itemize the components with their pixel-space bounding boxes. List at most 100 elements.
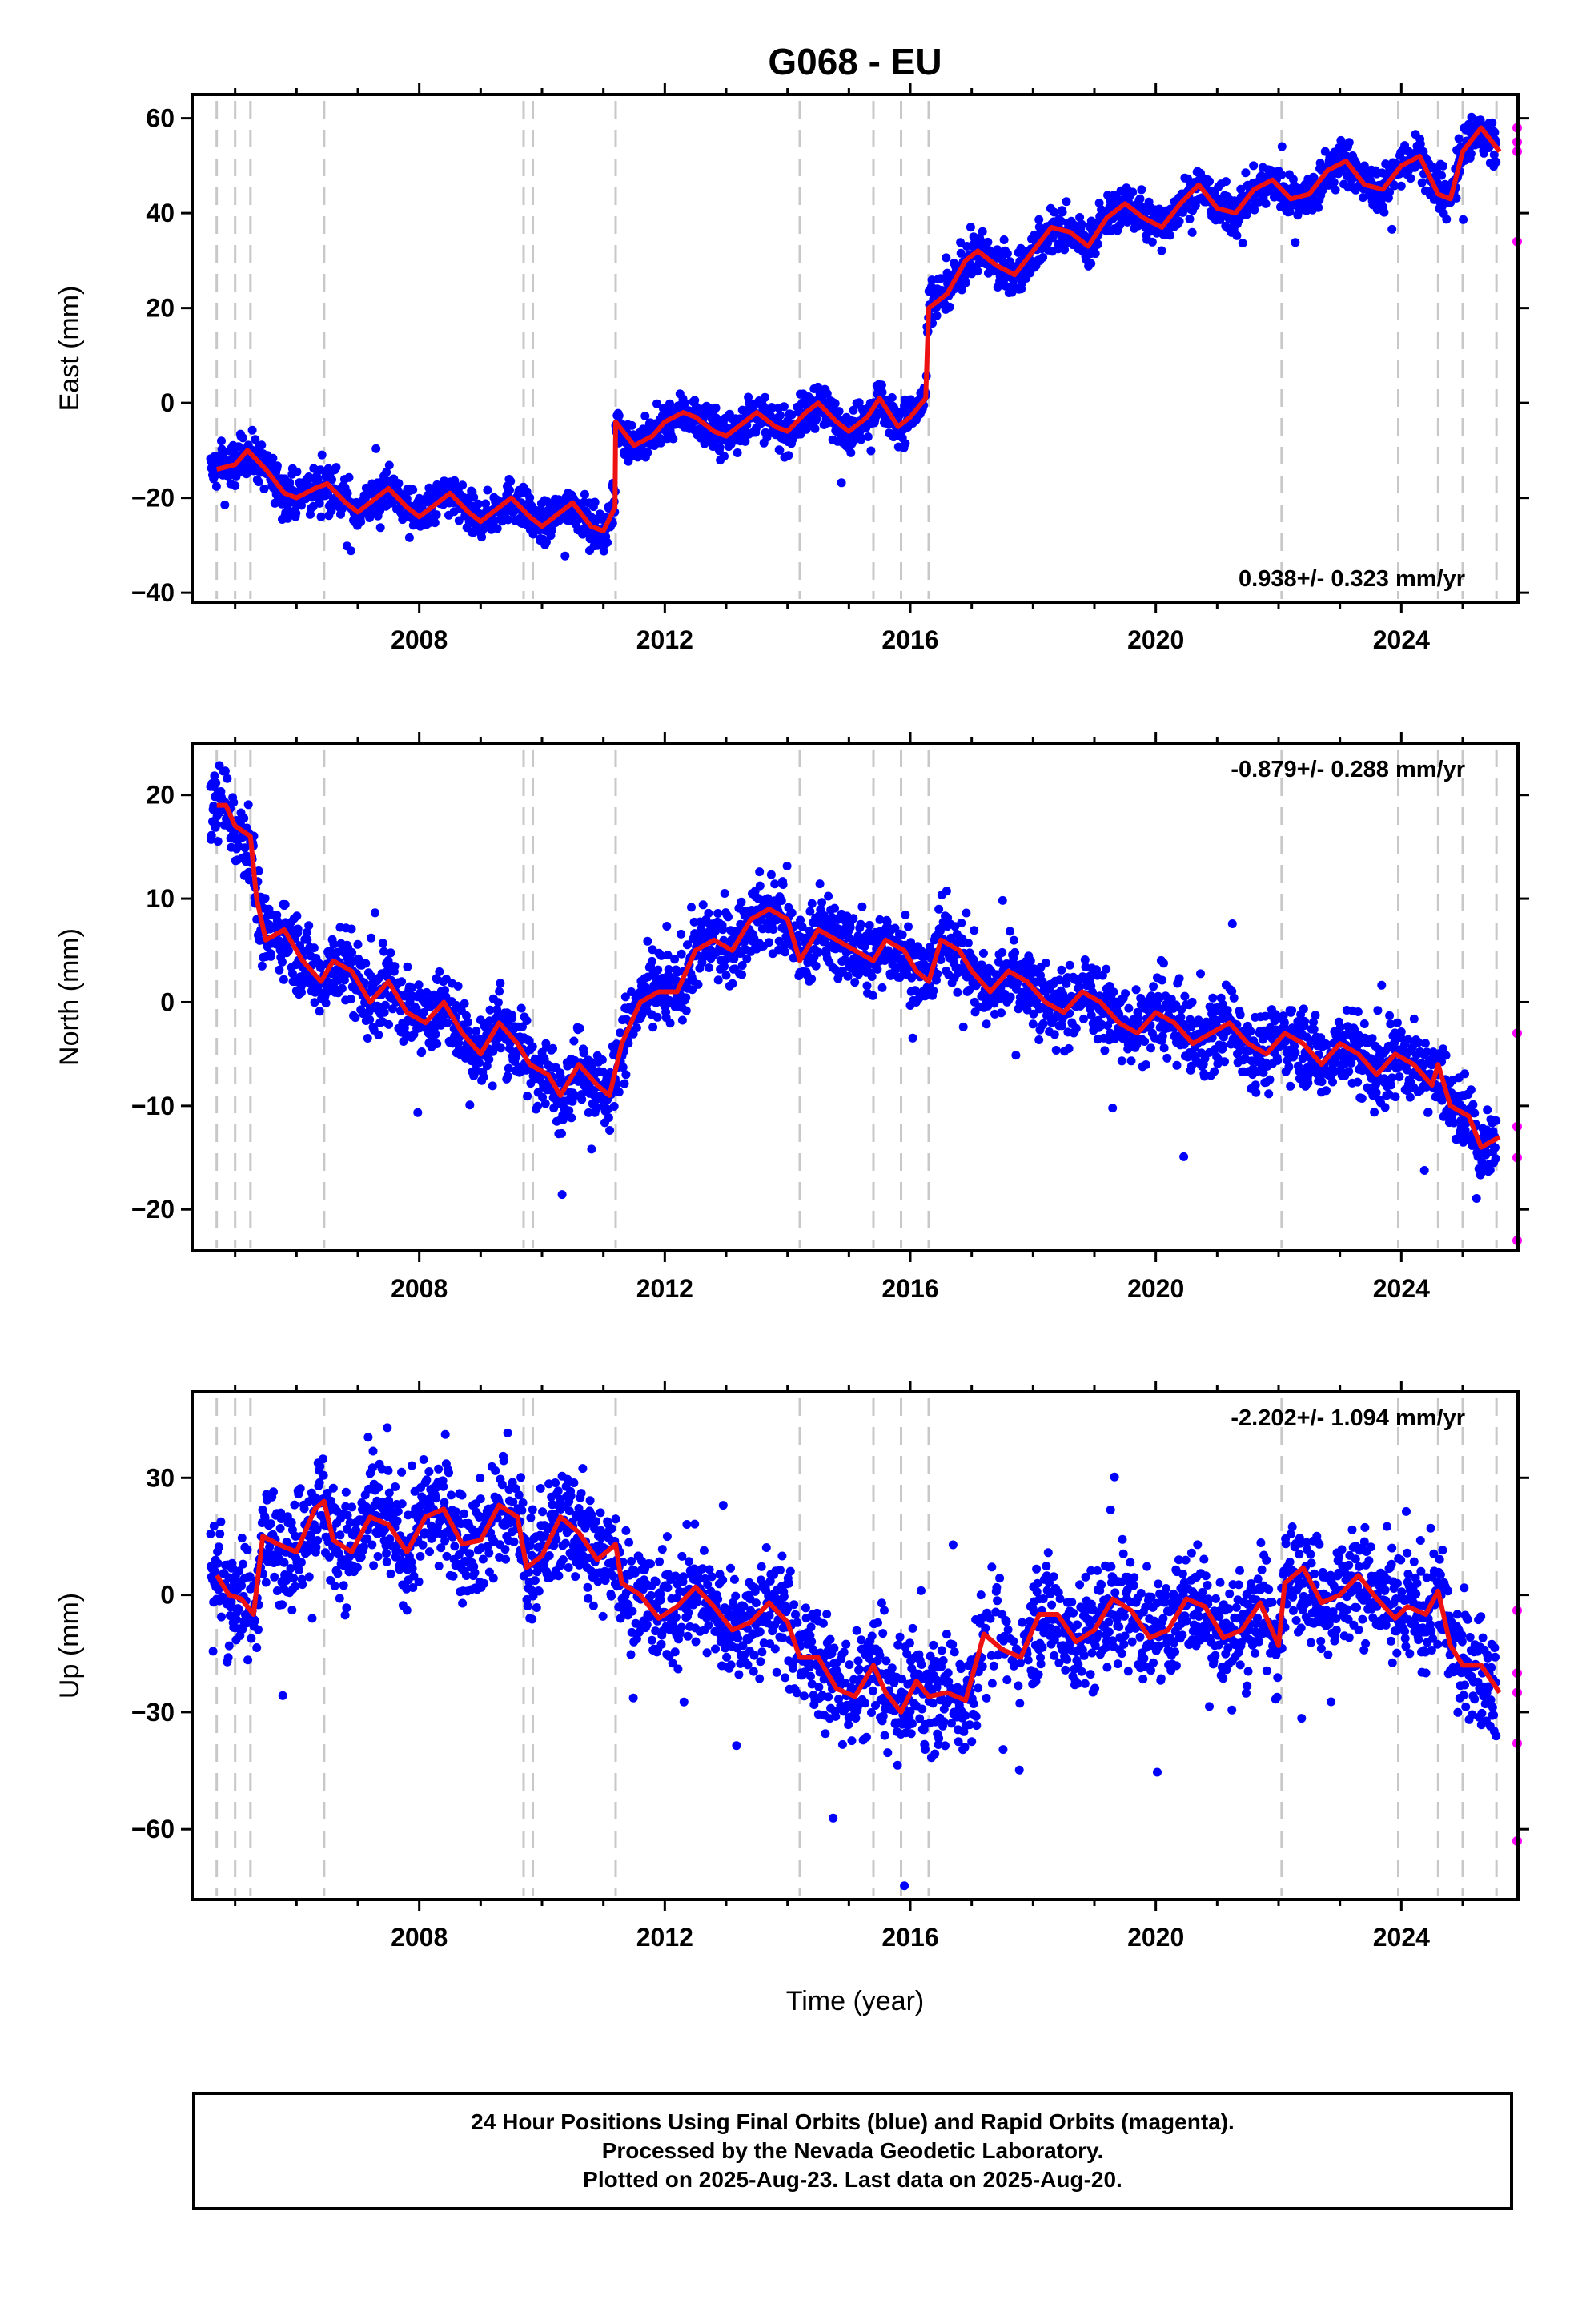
- data-point: [1331, 185, 1340, 195]
- data-point: [662, 922, 672, 931]
- data-point: [690, 396, 700, 405]
- data-point: [424, 483, 434, 493]
- data-point: [315, 498, 324, 508]
- data-point: [525, 493, 535, 502]
- data-point: [1062, 197, 1071, 207]
- data-point: [1273, 1055, 1283, 1065]
- data-point: [414, 980, 424, 990]
- data-point: [669, 434, 678, 444]
- data-point: [1034, 215, 1044, 224]
- data-point: [1174, 216, 1184, 226]
- data-point: [797, 922, 807, 931]
- data-point: [779, 402, 789, 412]
- data-point: [1090, 249, 1100, 259]
- data-point: [1051, 1046, 1061, 1055]
- data-point: [471, 1065, 480, 1075]
- data-point: [272, 461, 282, 471]
- data-point: [210, 771, 219, 781]
- data-point: [580, 489, 589, 499]
- data-point: [1232, 231, 1242, 240]
- data-point: [363, 1034, 372, 1043]
- data-point: [292, 467, 302, 476]
- data-point: [856, 919, 865, 929]
- data-point: [211, 820, 221, 830]
- data-point: [408, 983, 416, 993]
- data-point: [830, 903, 839, 913]
- data-point: [670, 955, 680, 964]
- data-point: [579, 1048, 588, 1058]
- data-point: [1219, 1041, 1228, 1051]
- data-point: [1251, 1080, 1260, 1090]
- data-point: [934, 904, 944, 914]
- data-point: [811, 961, 821, 971]
- data-point: [854, 398, 864, 408]
- data-point: [624, 1039, 633, 1048]
- data-point: [297, 987, 306, 997]
- data-point: [1157, 246, 1166, 255]
- data-point: [1121, 989, 1130, 999]
- data-point: [724, 912, 733, 922]
- data-point: [556, 1072, 565, 1082]
- data-point: [713, 975, 723, 985]
- data-point: [618, 1063, 628, 1072]
- data-point: [473, 499, 483, 509]
- data-point: [1221, 177, 1231, 187]
- data-point: [1158, 975, 1167, 985]
- data-point: [945, 302, 954, 312]
- data-point: [1291, 1048, 1300, 1058]
- data-point: [504, 515, 513, 525]
- data-point: [443, 1018, 452, 1027]
- data-point: [431, 1030, 440, 1039]
- data-point: [1135, 194, 1145, 203]
- data-point: [1079, 1014, 1088, 1023]
- data-point: [1437, 171, 1447, 180]
- data-point: [484, 1055, 494, 1064]
- data-point: [323, 490, 333, 499]
- x-tick-label: 2016: [881, 625, 938, 654]
- data-point: [901, 439, 910, 448]
- data-point: [796, 915, 805, 925]
- data-point: [516, 1003, 526, 1013]
- data-point: [790, 921, 800, 931]
- data-point: [1277, 170, 1287, 179]
- data-point: [1028, 1019, 1038, 1029]
- data-point: [901, 910, 910, 919]
- data-point: [1124, 1003, 1134, 1013]
- data-point: [575, 1023, 584, 1033]
- data-point: [346, 995, 355, 1004]
- data-point: [1320, 147, 1330, 156]
- data-point: [542, 537, 551, 547]
- data-point: [384, 1019, 394, 1029]
- data-point: [488, 1081, 497, 1091]
- data-point: [728, 979, 737, 988]
- data-point: [453, 981, 463, 991]
- data-point: [857, 902, 867, 911]
- data-point: [1251, 1088, 1261, 1097]
- data-point: [1146, 1043, 1155, 1053]
- data-point: [705, 963, 713, 972]
- data-point: [291, 509, 301, 518]
- data-point: [347, 947, 357, 957]
- data-point: [257, 961, 267, 971]
- data-point: [737, 961, 747, 970]
- data-point: [755, 881, 765, 891]
- data-point: [315, 963, 325, 972]
- data-point: [868, 991, 877, 1000]
- data-point: [737, 897, 746, 907]
- data-point: [402, 494, 412, 504]
- data-point: [346, 546, 355, 556]
- data-point: [1415, 139, 1425, 149]
- data-point: [604, 1113, 613, 1123]
- data-point: [997, 1008, 1006, 1018]
- data-point: [904, 922, 913, 931]
- data-point: [567, 1113, 576, 1123]
- data-point: [1285, 207, 1295, 216]
- data-point: [1172, 1060, 1182, 1070]
- data-point: [824, 891, 833, 901]
- data-point: [268, 453, 278, 463]
- data-point: [614, 1088, 624, 1097]
- data-point: [293, 924, 303, 934]
- data-point: [877, 983, 887, 992]
- data-point: [454, 516, 464, 525]
- x-tick-label: 2020: [1127, 625, 1184, 654]
